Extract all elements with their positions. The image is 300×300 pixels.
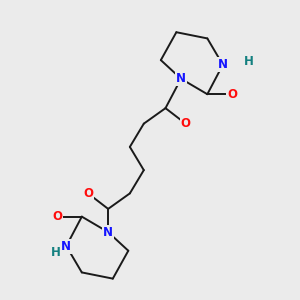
- Text: O: O: [83, 187, 93, 200]
- Text: H: H: [244, 55, 254, 68]
- Text: N: N: [218, 58, 228, 71]
- Text: O: O: [181, 117, 190, 130]
- Text: O: O: [227, 88, 237, 101]
- Text: N: N: [61, 240, 71, 253]
- Text: H: H: [50, 246, 60, 259]
- Text: N: N: [176, 72, 186, 85]
- Text: O: O: [52, 210, 62, 223]
- Text: N: N: [103, 226, 113, 238]
